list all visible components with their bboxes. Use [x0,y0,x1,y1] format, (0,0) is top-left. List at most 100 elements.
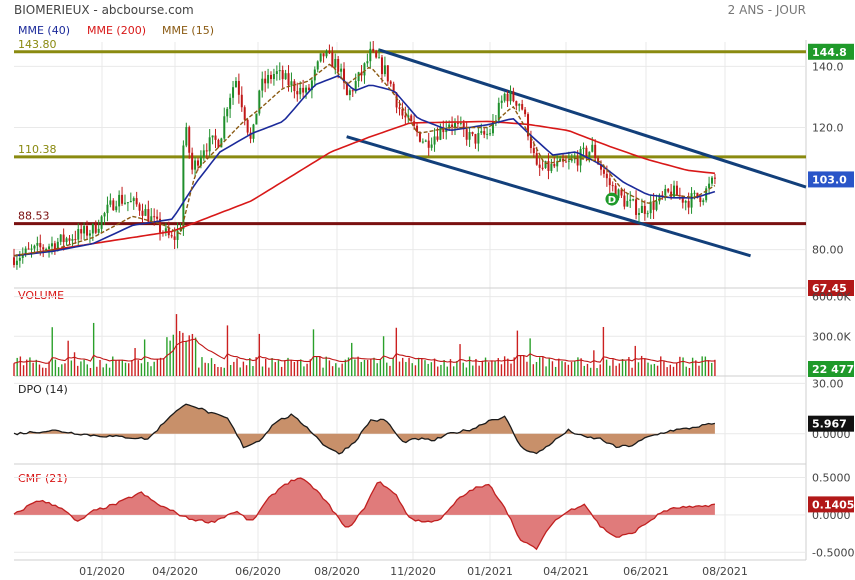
x-tick-label: 06/2020 [235,565,281,578]
price-candle [328,50,331,53]
price-candle [702,200,705,203]
axis-labels: 01/2020 04/2020 06/2020 08/2020 11/2020 01/20… [79,565,748,578]
grid-lines [14,40,807,561]
price-candle [270,74,273,80]
price-candle [343,68,346,83]
y-tick-label: 30.00 [812,377,844,390]
price-candle [217,139,220,148]
price-candle [623,195,626,207]
cmf-title: CMF (21) [18,472,68,485]
price-candle [53,243,56,250]
price-candle [503,93,506,101]
price-candle [50,243,53,247]
price-candle [319,53,322,62]
price-candle [483,131,486,135]
price-candle [380,57,383,75]
legend-mme15: MME (15) [162,24,214,37]
price-candle [106,204,109,214]
price-candle [617,189,620,199]
price-candle [334,58,337,68]
price-candle [588,151,591,158]
price-candle [170,235,173,237]
price-candle [556,161,559,167]
price-candle [521,104,524,110]
price-candle [611,185,614,187]
price-candle [267,74,270,84]
price-candle [506,93,509,102]
price-candle [191,152,194,170]
price-candle [30,248,33,250]
price-candle [626,200,629,207]
period-label: 2 ANS - JOUR [728,3,806,17]
price-candle [652,201,655,210]
price-candle [497,102,500,121]
x-tick-label: 08/2021 [702,565,748,578]
price-candle [471,132,474,135]
price-candle [529,136,532,149]
price-candle [331,52,334,68]
price-candle [196,160,199,166]
price-candle [445,128,448,133]
price-candle [401,108,404,116]
price-candle [141,210,144,216]
y-tick-label: -0.5000 [812,546,854,559]
price-candle [576,158,579,166]
price-candle [480,131,483,134]
price-candle [74,239,77,241]
price-badge-1: 67.45 [812,282,847,295]
price-candle [418,131,421,142]
price-candle [348,90,351,96]
price-candle [147,209,150,222]
price-candle [33,245,36,249]
price-candle [474,134,477,144]
price-candle [392,83,395,93]
price-candle [465,129,468,140]
price-candle [302,87,305,93]
price-candle [42,247,45,250]
price-candle [518,104,521,106]
price-candle [185,127,188,146]
price-candle [643,205,646,214]
price-candle [345,82,348,96]
price-candle [681,195,684,203]
dpo-badge: 5.967 [812,418,847,431]
price-candle [378,57,381,59]
price-candle [24,248,27,254]
price-candle [509,91,512,102]
price-candle [39,242,42,248]
price-candle [678,195,681,197]
chart-title: BIOMERIEUX - abcbourse.com [14,3,194,17]
price-candle [436,136,439,140]
price-candle [667,188,670,192]
y-tick-label: 600.0K [812,291,851,304]
price-candle [21,253,24,258]
price-candle [424,140,427,142]
price-candle [135,198,138,205]
price-candle [684,200,687,203]
cmf-badge: 0.1405 [812,498,854,511]
hline-badge-0-bg [808,43,854,60]
legend-mme40: MME (40) [18,24,70,37]
price-candle [602,169,605,174]
price-candle [36,242,39,246]
price-candle [410,115,413,122]
x-tick-label: 04/2020 [152,565,198,578]
price-candle [713,177,716,179]
price-candle [614,185,617,199]
x-tick-label: 11/2020 [390,565,436,578]
hline-badge-0: 144.8 [812,46,847,59]
price-candle [629,199,632,201]
price-panel: 140.0 120.0 80.00 143.80 144.8 110.38 88.53 103… [13,38,854,296]
price-candle [427,140,430,148]
price-candle [605,173,608,179]
price-candle [407,115,410,118]
price-candle [372,48,375,52]
mme200-line [13,120,715,257]
price-candle [600,164,603,170]
price-candle [278,70,281,72]
price-badge-1-bg [808,280,854,296]
price-candle [281,70,284,80]
hline-label-0: 143.80 [18,38,57,51]
price-candle [176,230,179,240]
price-candle [264,78,267,84]
